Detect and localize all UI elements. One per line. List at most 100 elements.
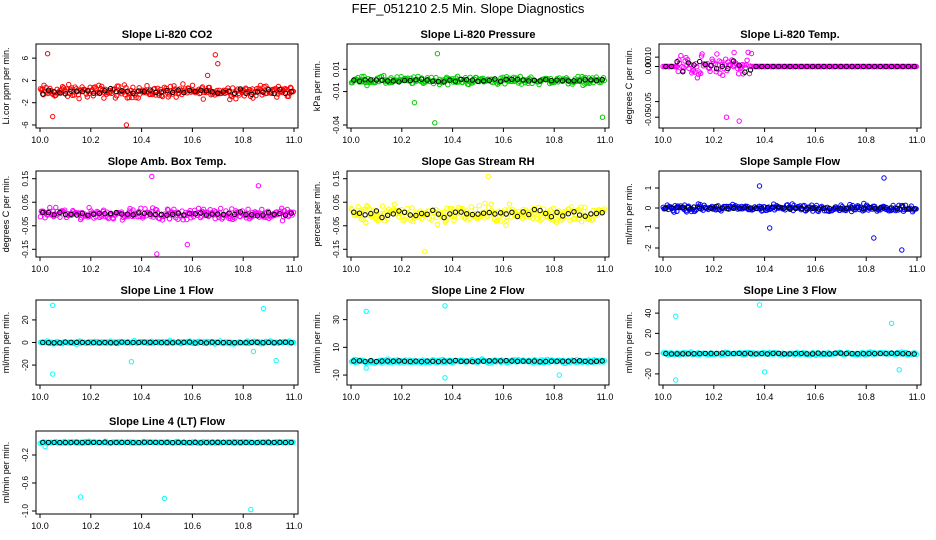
data-point: [468, 204, 475, 210]
data-point-mean: [792, 63, 799, 70]
data-point-mean: [725, 65, 731, 72]
outlier-point: [871, 235, 877, 241]
data-point: [448, 205, 454, 212]
data-point-mean: [781, 205, 788, 211]
data-point: [101, 95, 107, 101]
outlier-point: [273, 357, 279, 364]
outlier-point: [212, 52, 219, 58]
data-point-mean: [697, 58, 703, 65]
y-tick-label: -2: [644, 244, 653, 252]
outlier-point: [673, 313, 679, 319]
data-point-mean: [424, 358, 430, 364]
data-point: [393, 207, 399, 214]
data-point-mean: [232, 439, 238, 446]
x-tick-label: 10.2: [82, 135, 100, 145]
data-point-mean: [593, 210, 600, 217]
chart-panel: Slope Li-820 CO2 Li.cor ppm per min. 10.0 1…: [1, 29, 302, 145]
data-point-mean: [113, 439, 119, 446]
plot-frame: [346, 299, 610, 386]
x-tick-label: 10.6: [807, 392, 825, 402]
data-point-mean: [362, 212, 368, 218]
data-point-mean: [430, 358, 436, 364]
data-point: [218, 205, 224, 212]
outlier-point: [161, 495, 168, 502]
data-point: [200, 206, 207, 213]
data-point-mean: [458, 209, 464, 215]
data-point-mean: [526, 211, 532, 218]
outlier-point: [599, 114, 606, 120]
data-point: [278, 208, 284, 214]
data-point: [286, 93, 292, 100]
data-point-mean: [373, 208, 380, 214]
chart-panel: Slope Gas Stream RH percent per min. 10.0 1…: [312, 156, 613, 274]
data-point-mean: [282, 212, 289, 219]
y-tick-label: -1.0: [21, 504, 30, 518]
data-point-mean: [809, 63, 816, 70]
data-point-mean: [181, 339, 187, 345]
data-point-mean: [175, 339, 182, 345]
y-tick-label: 0: [644, 205, 653, 210]
data-point: [685, 57, 691, 63]
data-point-mean: [413, 212, 419, 219]
data-point-mean: [911, 351, 917, 357]
data-point: [245, 206, 251, 213]
data-point-mean: [486, 358, 492, 364]
data-point: [259, 206, 265, 213]
data-point-mean: [736, 62, 742, 68]
data-point-mean: [809, 351, 816, 357]
data-point-mean: [674, 351, 680, 357]
data-point-mean: [447, 77, 453, 83]
data-point-mean: [243, 211, 249, 218]
data-point-mean: [843, 63, 850, 70]
outlier-point: [255, 183, 262, 189]
data-point-mean: [74, 339, 80, 345]
data-point: [428, 217, 435, 223]
data-point-mean: [860, 351, 867, 357]
outlier-point: [756, 302, 763, 308]
data-point: [271, 87, 278, 93]
data-point: [378, 73, 385, 80]
data-point: [409, 205, 415, 211]
data-point-mean: [186, 339, 193, 345]
data-point-mean: [571, 358, 577, 364]
data-point-mean: [753, 205, 759, 212]
data-point-mean: [435, 358, 442, 365]
data-point-mean: [838, 205, 844, 212]
data-point-mean: [464, 77, 470, 83]
data-point-mean: [373, 77, 380, 83]
data-point-mean: [514, 76, 521, 83]
data-point-mean: [888, 350, 895, 356]
data-point: [744, 57, 750, 63]
data-point-mean: [288, 439, 294, 446]
data-point-mean: [158, 211, 165, 218]
data-point-mean: [554, 358, 560, 364]
data-point-mean: [821, 351, 827, 357]
data-point: [745, 49, 751, 55]
chart-panel: Slope Line 1 Flow ml/min per min. 10.0 10.2…: [1, 285, 302, 402]
data-point: [154, 207, 160, 213]
plot-frame: [346, 170, 610, 258]
data-point-mean: [674, 204, 680, 211]
x-tick-label: 10.2: [705, 392, 723, 402]
data-point-mean: [804, 205, 810, 212]
data-point-mean: [57, 209, 63, 216]
x-tick-label: 10.6: [184, 521, 202, 531]
data-point-mean: [781, 63, 788, 70]
data-point-mean: [804, 351, 810, 357]
data-point-mean: [668, 205, 675, 211]
data-point-mean: [226, 439, 232, 445]
data-point: [714, 51, 720, 57]
data-point-mean: [480, 78, 487, 84]
chart-panel: Slope Line 3 Flow ml/min per min. 10.0 10.2…: [624, 285, 925, 402]
data-point-mean: [770, 204, 776, 211]
data-point: [133, 94, 139, 101]
data-point-mean: [576, 358, 583, 364]
data-point-mean: [141, 88, 148, 95]
y-tick-label: -6: [21, 121, 30, 129]
data-point-mean: [418, 210, 425, 217]
data-point: [37, 86, 44, 92]
data-point: [567, 217, 573, 223]
data-point-mean: [753, 351, 759, 357]
data-point-mean: [911, 206, 917, 212]
data-point-mean: [877, 63, 883, 70]
